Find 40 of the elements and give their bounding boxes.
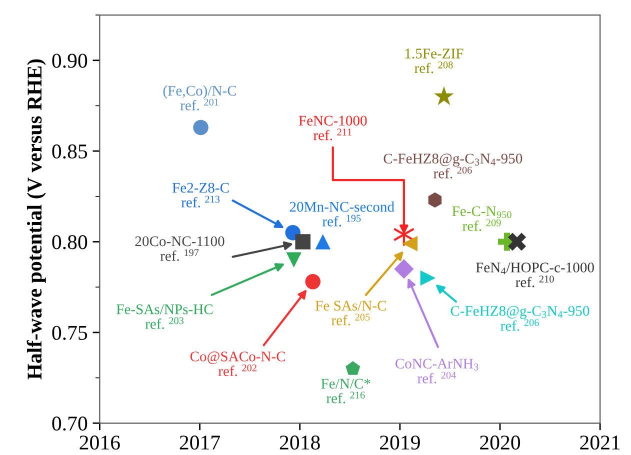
point [315,234,331,250]
point [305,274,320,290]
point [394,223,414,246]
text: Co@SACo-N-C ref. $^{202}$ [190,352,286,376]
point [346,361,360,375]
series-label: FeN$_{4}$/HOPC-c-1000 ref. $^{210}$ [476,262,594,288]
series-label: 1.5Fe-ZIF ref. $^{208}$ [405,48,464,74]
x-tick-label: 2018 [280,436,320,450]
y-tick-label: 0.80 [52,235,88,250]
x-tick-label: 2020 [480,436,520,450]
point [420,270,436,286]
text: FeNC-1000 ref. $^{211}$ [298,116,367,140]
x-tick-label: 2016 [80,436,120,450]
y-tick-label: 0.70 [52,416,88,431]
text: CoNC-ArNH$_{3}$ ref. $^{204}$ [395,358,478,384]
y-tick-label: 0.75 [52,326,88,340]
x-tick-label: 2019 [380,436,420,450]
text: Fe-C-N$_{950}$ ref. $^{209}$ [452,206,512,232]
text: C-FeHZ8@g-C$_{3}$N$_{4}$-950 ref. $^{206}$ [450,306,590,331]
text: 20Co-NC-1100 ref. $^{197}$ [135,236,224,261]
y-axis-title: Half-wave potential (V versus RHE) [26,59,46,380]
text: Fe SAs/N-C ref. $^{205}$ [315,300,386,326]
y-tick-label: 0.85 [52,144,88,159]
point [428,192,442,208]
point [508,232,526,251]
point [295,234,310,250]
x-tick-label: 2017 [180,436,220,450]
text: Fe2-Z8-C ref. $^{213}$ [172,182,229,208]
y-tick-label: 0.90 [52,54,88,68]
x-tick-label: 2021 [580,436,620,450]
legend-label: 20Mn-NC-second ref. $^{195}$ [290,201,394,226]
point [434,86,454,106]
point [402,236,418,252]
series-label: Fe/N/C* ref. $^{216}$ [321,378,370,404]
point [193,120,208,136]
text: C-FeHZ8@g-C$_{3}$N$_{4}$-950 ref. $^{206}$ [384,154,522,178]
point [394,259,414,279]
text: Fe-SAs/NPs-HC ref. $^{203}$ [116,304,213,329]
series-label: (Fe,Co)/N-C ref. $^{201}$ [163,85,236,110]
point [286,252,302,268]
